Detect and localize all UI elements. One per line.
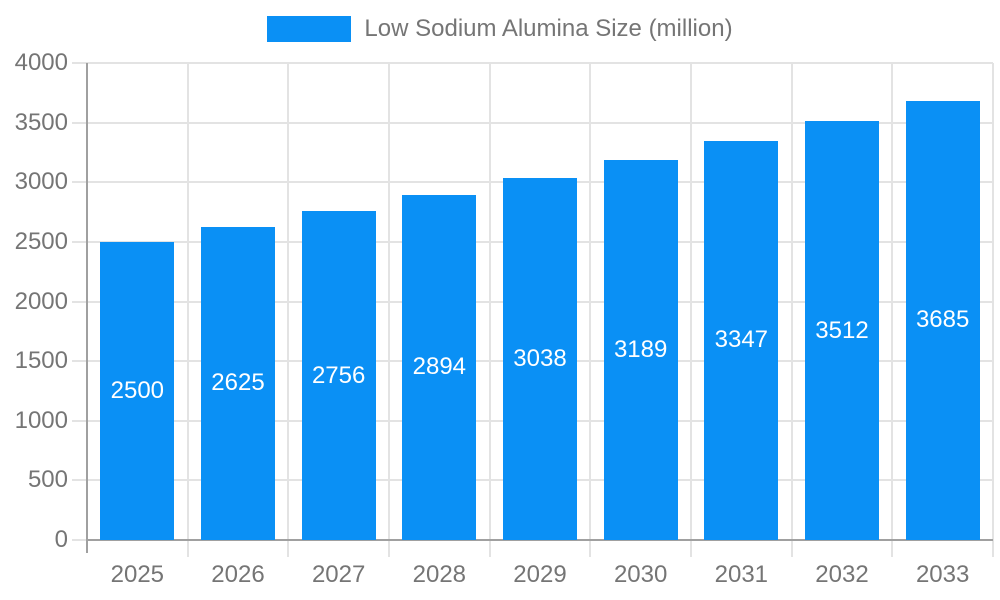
bar-value-label: 3038 [513,344,567,372]
bar-value-label: 3512 [815,316,869,344]
x-gridline [589,63,592,557]
x-axis-label: 2027 [311,561,366,588]
x-axis-label: 2031 [714,561,769,588]
x-axis-label: 2029 [513,561,567,588]
y-gridline [72,62,993,64]
y-axis-label: 1500 [14,347,68,375]
bar-value-label: 3685 [915,306,970,334]
bar [805,121,879,540]
y-axis-label: 500 [27,466,68,494]
bar [704,140,779,540]
y-axis-label: 3000 [14,168,68,196]
y-axis-label: 3500 [14,108,68,136]
x-axis-label: 2025 [110,561,165,588]
y-axis-label: 4000 [14,49,68,76]
bar [905,100,980,540]
x-axis-line [87,539,993,541]
y-axis-tick [72,539,87,541]
x-gridline [790,63,793,557]
x-axis-label: 2032 [815,561,869,588]
bar [603,159,678,540]
legend: Low Sodium Alumina Size (million) [0,15,1000,43]
bar-value-label: 2500 [110,376,165,404]
bar [402,194,477,540]
legend-swatch [267,16,352,42]
y-gridline [72,121,993,124]
bar-value-label: 3347 [714,326,769,354]
x-gridline [992,63,994,557]
bar-value-label: 2894 [412,353,467,381]
x-gridline [891,63,894,557]
x-axis-label: 2033 [915,561,970,588]
x-gridline [287,63,290,557]
bar [503,177,577,540]
x-gridline [186,63,189,557]
bar [201,226,275,540]
x-gridline [690,63,692,557]
y-axis-line [86,63,88,553]
bar-value-label: 2756 [311,361,366,389]
y-axis-label: 1000 [14,406,68,434]
bar-value-label: 2625 [211,369,265,397]
x-axis-label: 2026 [211,561,265,588]
bar [301,211,376,540]
legend-label: Low Sodium Alumina Size (million) [364,15,733,42]
y-axis-label: 0 [54,526,68,553]
bar-value-label: 3189 [613,335,668,363]
y-axis-label: 2500 [14,227,68,255]
bar [100,241,175,540]
y-axis-label: 2000 [14,287,68,315]
x-gridline [388,63,390,557]
x-gridline [488,63,491,557]
x-axis-label: 2030 [613,561,668,588]
x-axis-label: 2028 [412,561,467,588]
